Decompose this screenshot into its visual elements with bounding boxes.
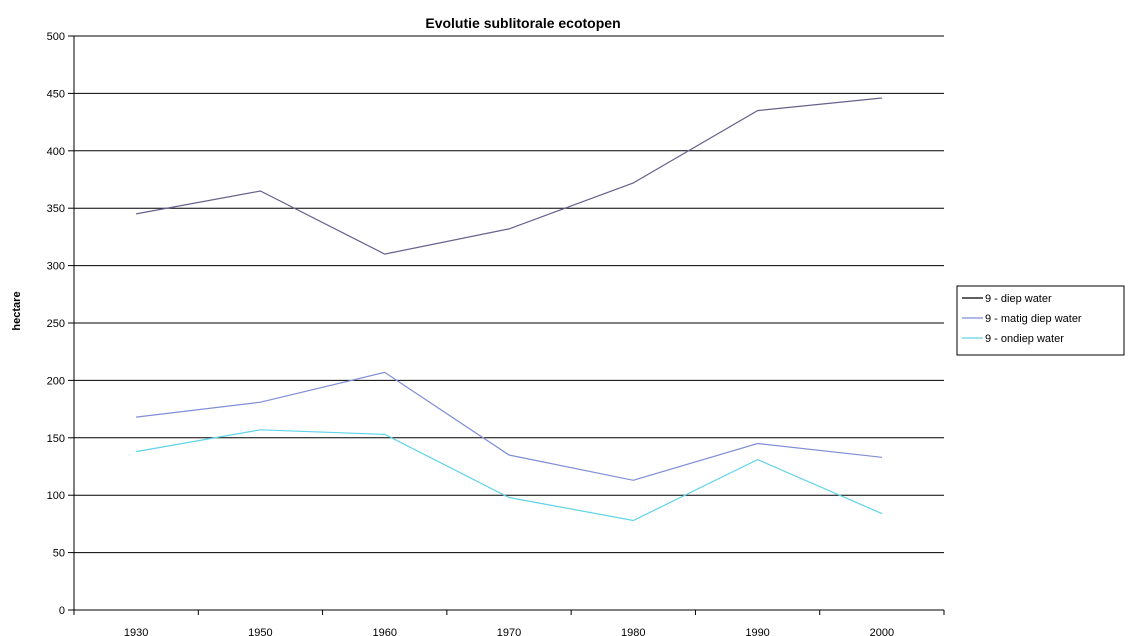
y-tick-label: 300 (47, 261, 65, 273)
y-tick-label: 0 (59, 605, 65, 617)
x-tick-label: 1990 (745, 627, 769, 636)
y-tick-label: 450 (47, 88, 65, 100)
y-tick-labels: 0 50 100 150 200 250 300 350 400 450 500 (47, 31, 65, 617)
y-axis-label: hectare (11, 291, 23, 330)
x-tick-label: 1970 (497, 627, 521, 636)
y-tick-label: 500 (47, 31, 65, 43)
y-tick-label: 150 (47, 433, 65, 445)
legend-label-3: 9 - ondiep water (985, 333, 1064, 345)
legend-label-2: 9 - matig diep water (985, 313, 1082, 325)
x-tick-label: 1960 (372, 627, 396, 636)
y-tick-label: 400 (47, 146, 65, 158)
x-tick-labels: 1930 1950 1960 1970 1980 1990 2000 (124, 627, 894, 636)
series-line-1 (135, 97, 882, 255)
legend-label-1: 9 - diep water (985, 293, 1052, 305)
x-tick-label: 2000 (870, 627, 894, 636)
legend: 9 - diep water 9 - matig diep water 9 - on… (956, 285, 1125, 356)
series-lines (135, 97, 883, 522)
legend-box (956, 285, 1125, 356)
chart-title: Evolutie sublitorale ecotopen (425, 15, 620, 31)
y-tick-label: 50 (53, 548, 65, 560)
y-tick-label: 350 (47, 203, 65, 215)
series-line-3 (135, 429, 883, 522)
x-tick-label: 1930 (124, 627, 148, 636)
series-line-2 (136, 371, 882, 481)
grid-lines (74, 35, 944, 554)
x-tick-label: 1980 (621, 627, 645, 636)
y-tick-label: 200 (47, 375, 65, 387)
x-tick-label: 1950 (248, 627, 272, 636)
y-tick-label: 100 (47, 490, 65, 502)
y-tick-label: 250 (47, 318, 65, 330)
axes (68, 35, 945, 615)
